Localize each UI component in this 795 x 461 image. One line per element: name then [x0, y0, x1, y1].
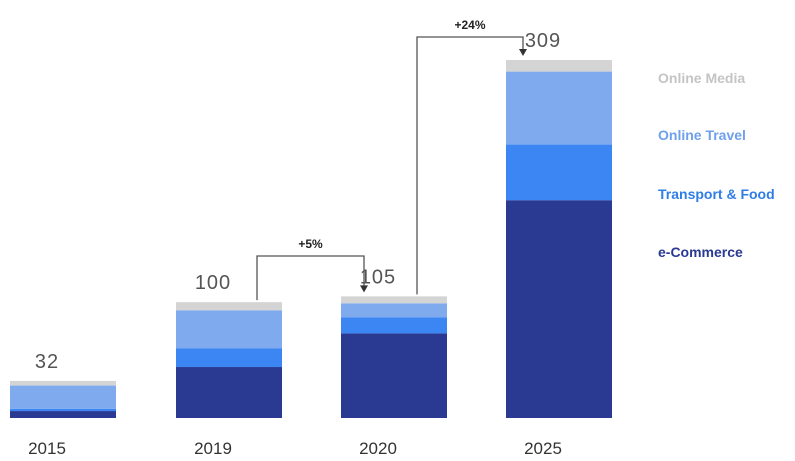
bar-segment-e-commerce-2020: [341, 333, 447, 418]
legend-item-online-media: Online Media: [658, 70, 745, 86]
bar-segment-online-travel-2019: [176, 310, 282, 349]
bar-segment-online-media-2019: [176, 302, 282, 311]
bar-segment-e-commerce-2015: [10, 411, 116, 418]
growth-bracket-2020-2025: [416, 36, 524, 295]
bar-segment-online-travel-2015: [10, 385, 116, 409]
bar-segment-online-travel-2020: [341, 303, 447, 318]
x-tick-label-2025: 2025: [524, 439, 562, 456]
total-label-2025: 309: [525, 30, 561, 52]
legend-item-online-travel: Online Travel: [658, 127, 746, 143]
x-tick-label-2015: 2015: [28, 439, 66, 456]
growth-bracket-2019-2020: [256, 255, 365, 301]
growth-label-2020-2025: +24%: [454, 18, 485, 32]
bar-segment-transport-food-2025: [506, 144, 612, 201]
total-label-2020: 105: [360, 266, 396, 288]
bar-segment-transport-food-2019: [176, 348, 282, 368]
x-tick-label-2019: 2019: [194, 439, 232, 456]
growth-arrowhead-2020: [360, 285, 368, 293]
bar-segment-transport-food-2020: [341, 317, 447, 334]
growth-label-2019-2020: +5%: [298, 237, 323, 251]
bar-segment-online-media-2025: [506, 60, 612, 72]
x-tick-label-2020: 2020: [359, 439, 397, 456]
bar-segment-online-media-2015: [10, 380, 116, 386]
bar-segment-e-commerce-2025: [506, 200, 612, 418]
growth-arrowhead-2025: [519, 49, 527, 56]
legend-item-e-commerce: e-Commerce: [658, 244, 743, 260]
bar-segment-e-commerce-2019: [176, 367, 282, 418]
bar-segment-online-travel-2025: [506, 71, 612, 145]
bar-segment-online-media-2020: [341, 296, 447, 304]
bar-segment-transport-food-2015: [10, 408, 116, 412]
total-label-2015: 32: [35, 351, 59, 373]
total-label-2019: 100: [195, 272, 231, 294]
legend-item-transport-food: Transport & Food: [658, 186, 775, 202]
